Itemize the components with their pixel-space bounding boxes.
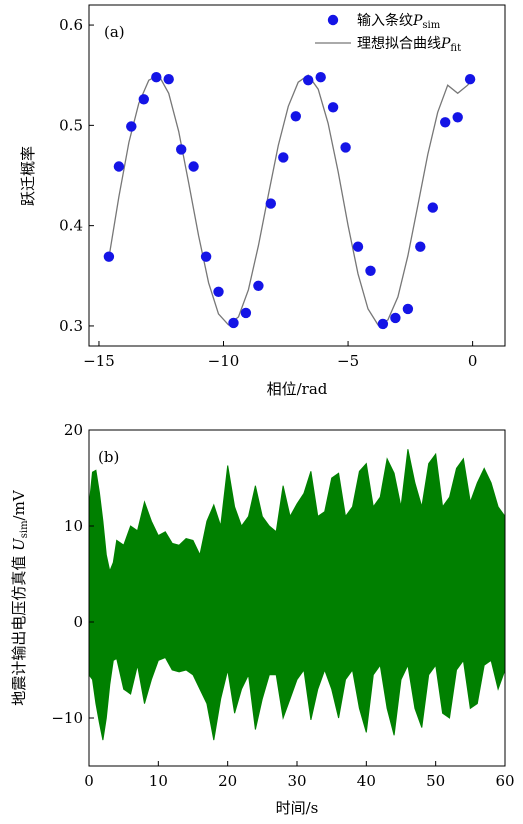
y-axis-label-b-unit: /mV: [10, 489, 28, 520]
data-point: [228, 317, 239, 329]
legend-scatter-symbol: P: [412, 13, 423, 29]
y-tick-label: −10: [51, 709, 83, 727]
x-tick-label: −15: [83, 352, 115, 370]
data-point: [103, 251, 115, 262]
y-tick-label: 10: [64, 517, 83, 535]
data-point: [138, 94, 149, 105]
fit-curve-layer: [108, 74, 474, 326]
data-point: [452, 112, 463, 123]
y-tick-label: 0: [73, 613, 83, 631]
legend-line-symbol: P: [440, 36, 451, 52]
x-tick-label: 30: [287, 772, 306, 790]
data-point: [113, 161, 125, 172]
panel-label-b: (b): [98, 448, 119, 466]
x-axis-label-b: 时间/s: [276, 799, 319, 817]
x-tick-label: 50: [426, 772, 445, 790]
y-axis-label-a: 跃迁概率: [19, 146, 37, 206]
data-point: [200, 251, 212, 262]
y-axis-label-b-symbol: U: [10, 537, 28, 551]
data-point: [340, 142, 351, 153]
data-point: [352, 241, 364, 252]
data-point: [188, 161, 199, 172]
legend-scatter-marker: [327, 14, 339, 26]
signal-layer: [88, 449, 506, 741]
chart-a: −15 −10 −5 00.30.40.50.6 (a) 输入条纹Psim 理想拟合曲…: [19, 4, 506, 398]
x-tick-label: −5: [337, 352, 359, 370]
data-point: [415, 241, 426, 252]
signal-envelope: [88, 449, 506, 741]
data-point: [240, 307, 252, 319]
fit-curve: [108, 74, 474, 326]
y-tick-label: 20: [64, 421, 83, 439]
x-tick-label: 40: [357, 772, 376, 790]
y-tick-label: 0.3: [59, 317, 83, 335]
data-point: [464, 74, 476, 85]
chart-b: 0 10 20 30 40 50 60 −10 0 10 20 (b) 时间/s 地震计输出电压仿真…: [10, 421, 515, 817]
data-point: [402, 303, 414, 315]
legend-scatter-label: 输入条纹Psim: [357, 12, 441, 31]
data-point: [163, 74, 174, 85]
data-point: [278, 152, 289, 163]
x-tick-label: −10: [208, 352, 240, 370]
x-axis-label-a: 相位/rad: [267, 380, 328, 398]
data-point: [440, 117, 451, 128]
data-point: [377, 318, 389, 330]
x-tick-label: 20: [218, 772, 237, 790]
ticks-b: 0 10 20 30 40 50 60 −10 0 10 20: [51, 421, 514, 790]
y-axis-label-b: 地震计输出电压仿真值 Usim/mV: [10, 489, 30, 706]
y-tick-label: 0.4: [59, 217, 83, 235]
data-point: [427, 202, 438, 213]
data-point: [213, 286, 224, 297]
ticks-a: −15 −10 −5 0 0.3 0.4 0.5 0.6: [59, 16, 477, 370]
x-tick-label: 0: [468, 352, 478, 370]
legend-a: 输入条纹Psim 理想拟合曲线Pfit: [315, 12, 461, 54]
data-point: [151, 72, 162, 83]
legend-line-text: 理想拟合曲线: [357, 36, 441, 52]
data-point: [126, 121, 137, 132]
data-point: [265, 198, 276, 209]
data-point: [290, 111, 301, 122]
x-tick-label: 60: [495, 772, 514, 790]
data-point: [315, 72, 326, 83]
plot-frame-a: [88, 4, 506, 347]
data-point: [365, 265, 376, 276]
data-point: [390, 312, 401, 324]
y-tick-label: 0.5: [59, 116, 83, 134]
data-point: [303, 75, 314, 86]
panel-label-a: (a): [104, 23, 125, 41]
y-tick-label: 0.6: [59, 16, 83, 34]
data-point: [327, 102, 339, 113]
legend-scatter-text: 输入条纹: [357, 12, 413, 29]
y-axis-label-b-text: 地震计输出电压仿真值: [10, 556, 28, 706]
legend-line-subscript: fit: [450, 43, 461, 54]
data-point: [253, 280, 264, 291]
legend-line-label: 理想拟合曲线Pfit: [357, 36, 461, 54]
legend-scatter-subscript: sim: [422, 20, 440, 31]
x-tick-label: 10: [149, 772, 168, 790]
data-point: [176, 144, 187, 155]
x-tick-label: 0: [84, 772, 94, 790]
y-axis-label-b-subscript: sim: [19, 520, 30, 538]
scatter-points-layer: [103, 72, 476, 330]
